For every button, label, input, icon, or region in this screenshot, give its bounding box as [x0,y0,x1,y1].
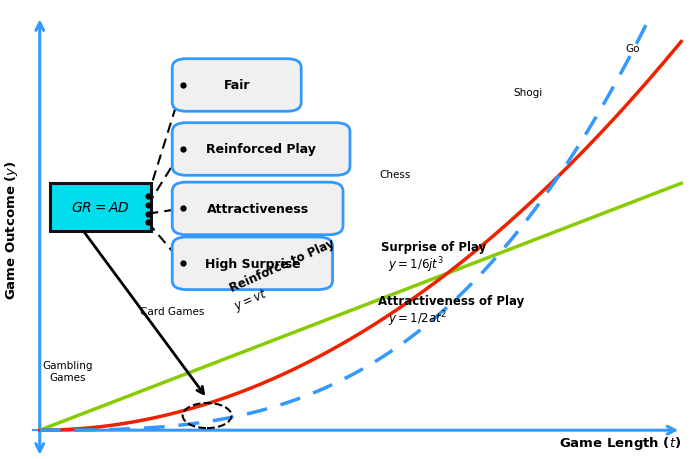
FancyBboxPatch shape [172,123,350,176]
FancyBboxPatch shape [172,237,332,290]
Text: $GR = AD$: $GR = AD$ [71,201,130,215]
Text: Chess: Chess [379,170,411,180]
Text: $y = 1/2at^2$: $y = 1/2at^2$ [389,309,448,329]
Text: Attractiveness: Attractiveness [206,202,309,215]
Text: Game Length ($t$): Game Length ($t$) [559,434,681,451]
Text: Reinforced Play: Reinforced Play [206,143,316,156]
Text: $y = vt$: $y = vt$ [232,285,270,314]
Text: High Surprise: High Surprise [204,257,300,270]
FancyBboxPatch shape [50,184,151,232]
Text: Soccer: Soccer [259,215,295,225]
Text: Go: Go [625,45,640,54]
Text: Card Games: Card Games [140,307,204,317]
Text: Reinforce to Play: Reinforce to Play [228,236,337,294]
Text: Game Outcome ($y$): Game Outcome ($y$) [3,160,20,299]
FancyBboxPatch shape [172,60,301,112]
Text: Fair: Fair [223,79,250,92]
Text: Attractiveness of Play: Attractiveness of Play [378,295,524,308]
Text: Surprise of Play: Surprise of Play [382,240,486,253]
Text: $y = 1/6jt^3$: $y = 1/6jt^3$ [389,254,444,274]
Text: Shogi: Shogi [513,88,542,98]
Text: Gambling
Games: Gambling Games [43,360,93,382]
FancyBboxPatch shape [172,183,343,235]
